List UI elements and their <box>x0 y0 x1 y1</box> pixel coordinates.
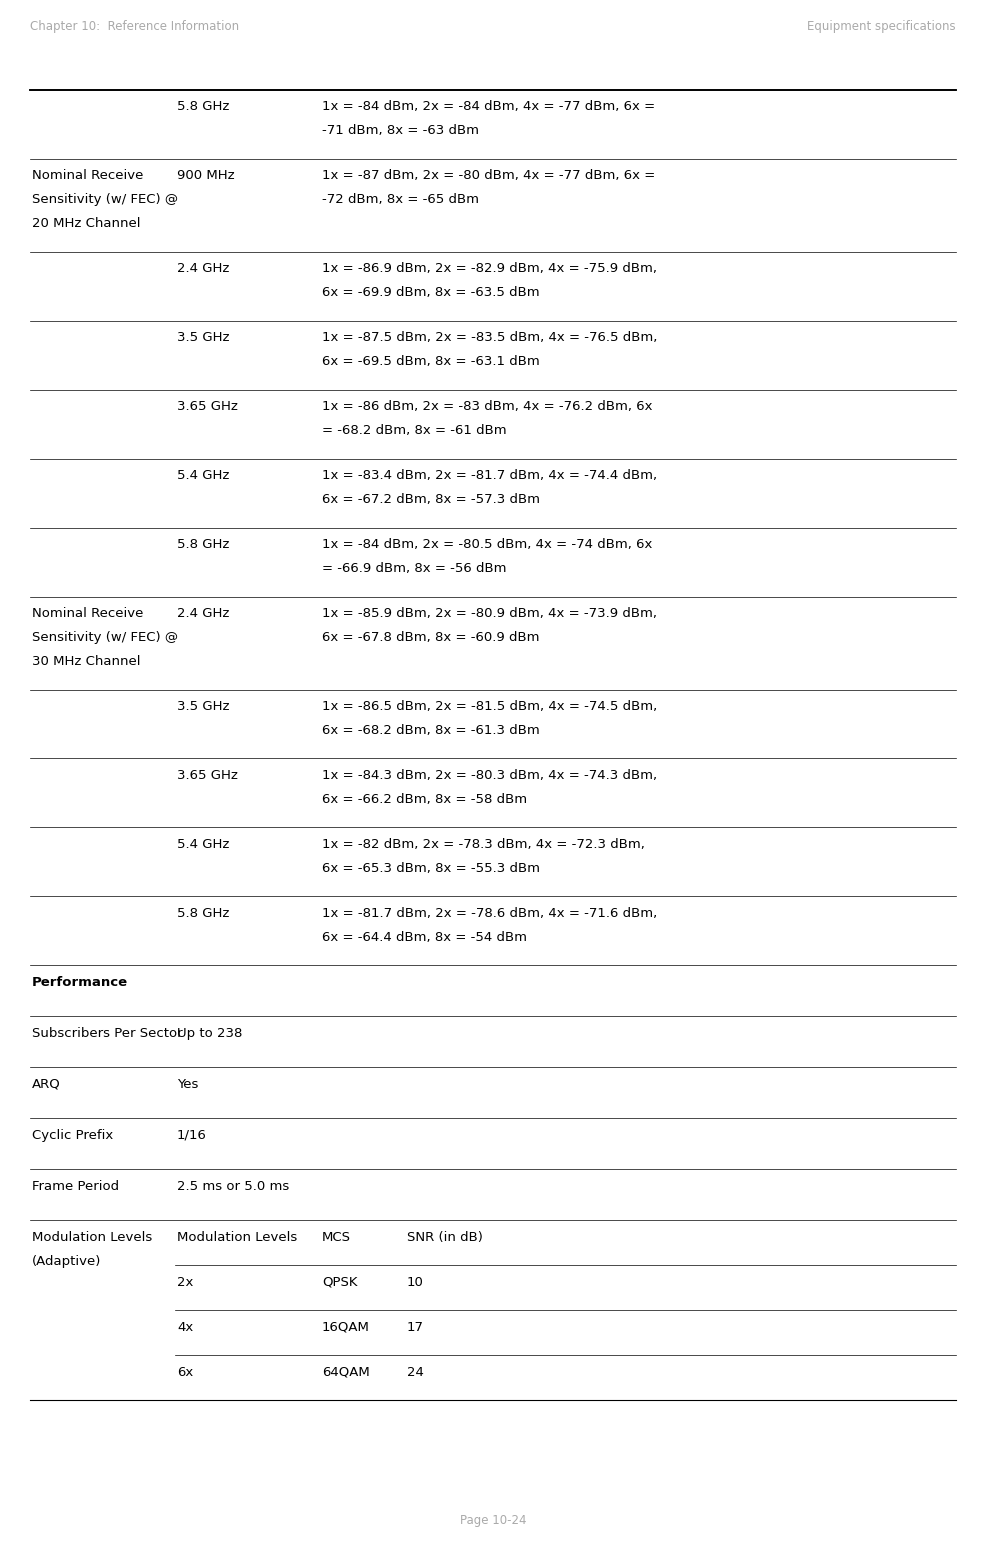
Text: 3.65 GHz: 3.65 GHz <box>177 400 238 414</box>
Text: (Adaptive): (Adaptive) <box>32 1255 102 1267</box>
Text: Performance: Performance <box>32 977 128 989</box>
Text: 1x = -86 dBm, 2x = -83 dBm, 4x = -76.2 dBm, 6x: 1x = -86 dBm, 2x = -83 dBm, 4x = -76.2 d… <box>322 400 653 414</box>
Text: 1x = -81.7 dBm, 2x = -78.6 dBm, 4x = -71.6 dBm,: 1x = -81.7 dBm, 2x = -78.6 dBm, 4x = -71… <box>322 907 658 921</box>
Text: 20 MHz Channel: 20 MHz Channel <box>32 218 140 230</box>
Text: 1x = -83.4 dBm, 2x = -81.7 dBm, 4x = -74.4 dBm,: 1x = -83.4 dBm, 2x = -81.7 dBm, 4x = -74… <box>322 470 657 482</box>
Text: Frame Period: Frame Period <box>32 1180 119 1193</box>
Text: Sensitivity (w/ FEC) @: Sensitivity (w/ FEC) @ <box>32 193 178 207</box>
Text: QPSK: QPSK <box>322 1275 358 1289</box>
Text: Subscribers Per Sector: Subscribers Per Sector <box>32 1026 182 1040</box>
Text: SNR (in dB): SNR (in dB) <box>407 1230 483 1244</box>
Text: -71 dBm, 8x = -63 dBm: -71 dBm, 8x = -63 dBm <box>322 124 479 137</box>
Text: 16QAM: 16QAM <box>322 1320 370 1334</box>
Text: 3.5 GHz: 3.5 GHz <box>177 331 230 344</box>
Text: 5.4 GHz: 5.4 GHz <box>177 838 230 851</box>
Text: 5.4 GHz: 5.4 GHz <box>177 470 230 482</box>
Text: 5.8 GHz: 5.8 GHz <box>177 101 230 114</box>
Text: 6x = -66.2 dBm, 8x = -58 dBm: 6x = -66.2 dBm, 8x = -58 dBm <box>322 793 528 805</box>
Text: = -66.9 dBm, 8x = -56 dBm: = -66.9 dBm, 8x = -56 dBm <box>322 563 507 575</box>
Text: 1x = -87.5 dBm, 2x = -83.5 dBm, 4x = -76.5 dBm,: 1x = -87.5 dBm, 2x = -83.5 dBm, 4x = -76… <box>322 331 658 344</box>
Text: 1x = -82 dBm, 2x = -78.3 dBm, 4x = -72.3 dBm,: 1x = -82 dBm, 2x = -78.3 dBm, 4x = -72.3… <box>322 838 645 851</box>
Text: 3.5 GHz: 3.5 GHz <box>177 700 230 714</box>
Text: 6x: 6x <box>177 1365 193 1379</box>
Text: 3.65 GHz: 3.65 GHz <box>177 770 238 782</box>
Text: 2.4 GHz: 2.4 GHz <box>177 263 230 275</box>
Text: Modulation Levels: Modulation Levels <box>177 1230 297 1244</box>
Text: 2.5 ms or 5.0 ms: 2.5 ms or 5.0 ms <box>177 1180 289 1193</box>
Text: 2.4 GHz: 2.4 GHz <box>177 606 230 620</box>
Text: 1x = -85.9 dBm, 2x = -80.9 dBm, 4x = -73.9 dBm,: 1x = -85.9 dBm, 2x = -80.9 dBm, 4x = -73… <box>322 606 657 620</box>
Text: Nominal Receive: Nominal Receive <box>32 606 143 620</box>
Text: 64QAM: 64QAM <box>322 1365 370 1379</box>
Text: 6x = -64.4 dBm, 8x = -54 dBm: 6x = -64.4 dBm, 8x = -54 dBm <box>322 931 527 944</box>
Text: Sensitivity (w/ FEC) @: Sensitivity (w/ FEC) @ <box>32 631 178 644</box>
Text: 1x = -86.9 dBm, 2x = -82.9 dBm, 4x = -75.9 dBm,: 1x = -86.9 dBm, 2x = -82.9 dBm, 4x = -75… <box>322 263 657 275</box>
Text: 30 MHz Channel: 30 MHz Channel <box>32 655 140 669</box>
Text: 6x = -69.9 dBm, 8x = -63.5 dBm: 6x = -69.9 dBm, 8x = -63.5 dBm <box>322 286 539 300</box>
Text: 24: 24 <box>407 1365 424 1379</box>
Text: 5.8 GHz: 5.8 GHz <box>177 538 230 550</box>
Text: 6x = -68.2 dBm, 8x = -61.3 dBm: 6x = -68.2 dBm, 8x = -61.3 dBm <box>322 725 539 737</box>
Text: = -68.2 dBm, 8x = -61 dBm: = -68.2 dBm, 8x = -61 dBm <box>322 425 507 437</box>
Text: 5.8 GHz: 5.8 GHz <box>177 907 230 921</box>
Text: 10: 10 <box>407 1275 424 1289</box>
Text: 1x = -87 dBm, 2x = -80 dBm, 4x = -77 dBm, 6x =: 1x = -87 dBm, 2x = -80 dBm, 4x = -77 dBm… <box>322 169 656 182</box>
Text: 1x = -84 dBm, 2x = -80.5 dBm, 4x = -74 dBm, 6x: 1x = -84 dBm, 2x = -80.5 dBm, 4x = -74 d… <box>322 538 653 550</box>
Text: MCS: MCS <box>322 1230 351 1244</box>
Text: Chapter 10:  Reference Information: Chapter 10: Reference Information <box>30 20 240 33</box>
Text: 1x = -86.5 dBm, 2x = -81.5 dBm, 4x = -74.5 dBm,: 1x = -86.5 dBm, 2x = -81.5 dBm, 4x = -74… <box>322 700 658 714</box>
Text: Page 10-24: Page 10-24 <box>459 1515 527 1527</box>
Text: Up to 238: Up to 238 <box>177 1026 243 1040</box>
Text: -72 dBm, 8x = -65 dBm: -72 dBm, 8x = -65 dBm <box>322 193 479 207</box>
Text: 6x = -69.5 dBm, 8x = -63.1 dBm: 6x = -69.5 dBm, 8x = -63.1 dBm <box>322 355 539 369</box>
Text: 6x = -67.8 dBm, 8x = -60.9 dBm: 6x = -67.8 dBm, 8x = -60.9 dBm <box>322 631 539 644</box>
Text: 1x = -84.3 dBm, 2x = -80.3 dBm, 4x = -74.3 dBm,: 1x = -84.3 dBm, 2x = -80.3 dBm, 4x = -74… <box>322 770 657 782</box>
Text: Nominal Receive: Nominal Receive <box>32 169 143 182</box>
Text: Equipment specifications: Equipment specifications <box>808 20 956 33</box>
Text: Modulation Levels: Modulation Levels <box>32 1230 152 1244</box>
Text: Yes: Yes <box>177 1078 198 1090</box>
Text: 900 MHz: 900 MHz <box>177 169 235 182</box>
Text: Cyclic Prefix: Cyclic Prefix <box>32 1129 113 1141</box>
Text: 17: 17 <box>407 1320 424 1334</box>
Text: 4x: 4x <box>177 1320 193 1334</box>
Text: 1x = -84 dBm, 2x = -84 dBm, 4x = -77 dBm, 6x =: 1x = -84 dBm, 2x = -84 dBm, 4x = -77 dBm… <box>322 101 655 114</box>
Text: ARQ: ARQ <box>32 1078 61 1090</box>
Text: 1/16: 1/16 <box>177 1129 207 1141</box>
Text: 6x = -67.2 dBm, 8x = -57.3 dBm: 6x = -67.2 dBm, 8x = -57.3 dBm <box>322 493 540 507</box>
Text: 6x = -65.3 dBm, 8x = -55.3 dBm: 6x = -65.3 dBm, 8x = -55.3 dBm <box>322 861 540 875</box>
Text: 2x: 2x <box>177 1275 193 1289</box>
